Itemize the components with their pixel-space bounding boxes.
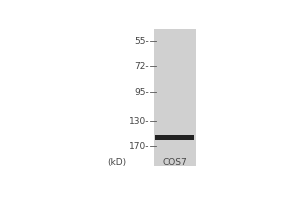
Text: 72-: 72- — [134, 62, 149, 71]
Text: (kD): (kD) — [107, 158, 126, 167]
Bar — [154, 29, 196, 166]
Text: 95-: 95- — [134, 88, 149, 97]
Bar — [155, 135, 194, 140]
Text: COS7: COS7 — [162, 158, 187, 167]
Text: 130-: 130- — [129, 117, 149, 126]
Text: 170-: 170- — [129, 142, 149, 151]
Text: 55-: 55- — [134, 37, 149, 46]
